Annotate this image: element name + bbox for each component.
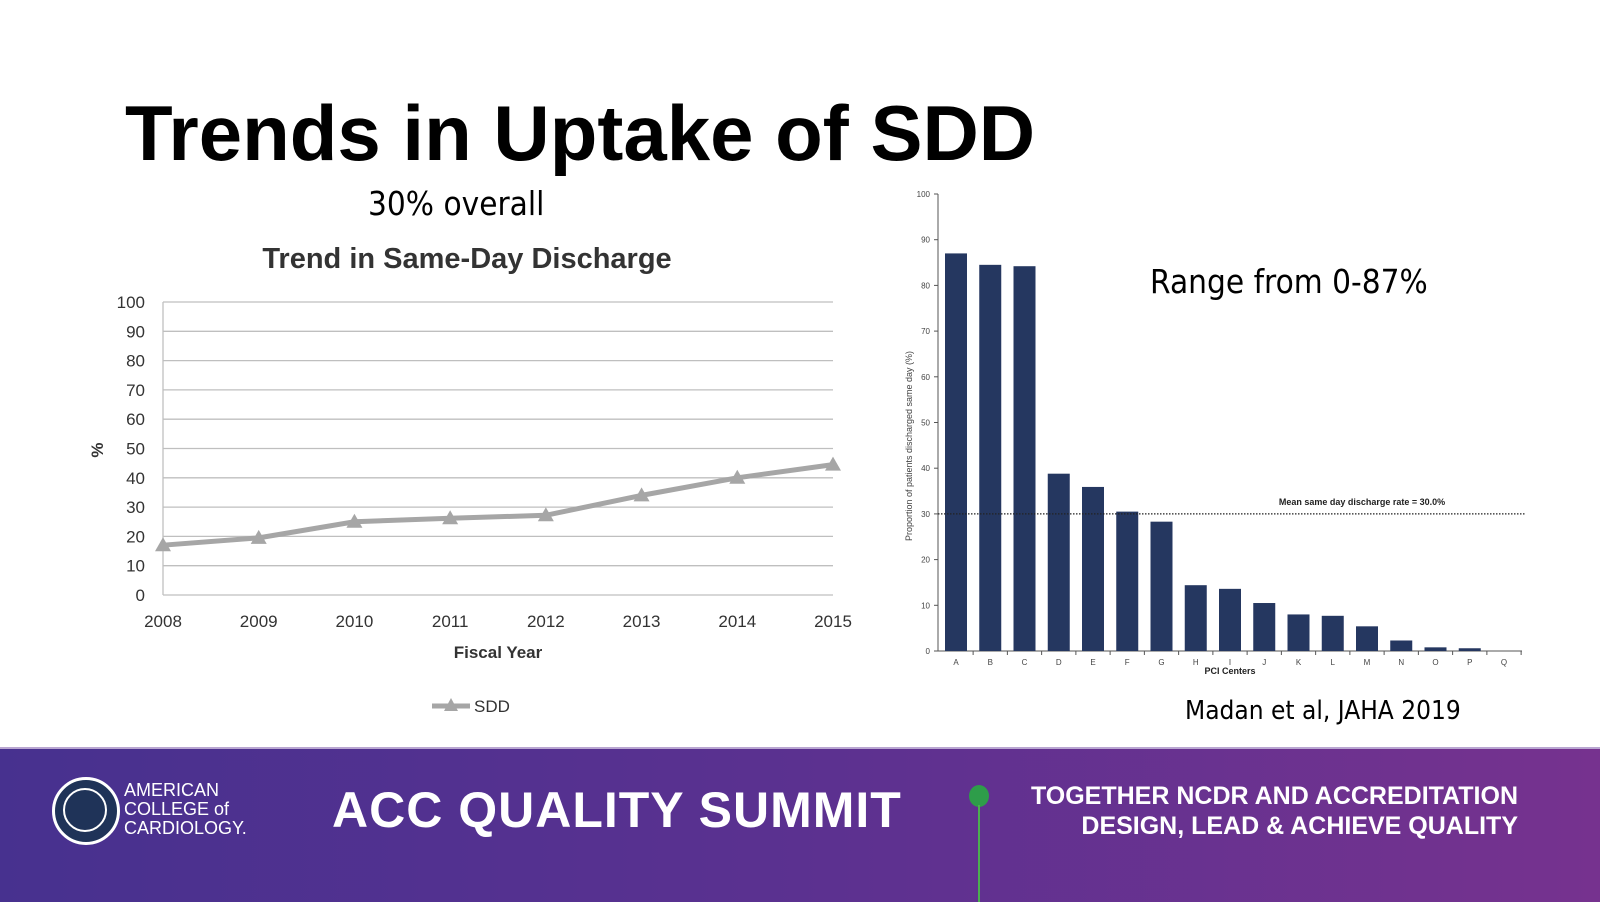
- y-tick-label: 100: [117, 293, 145, 312]
- bar-x-tick-label: F: [1125, 658, 1130, 667]
- sdd-line: [162, 462, 834, 548]
- y-tick-label: 70: [126, 381, 145, 400]
- bar-I: [1219, 588, 1241, 651]
- data-point-marker: [537, 507, 554, 522]
- bar-y-tick-label: 50: [921, 419, 930, 428]
- bar-y-tick-label: 40: [921, 464, 930, 473]
- bar-y-tick-label: 70: [921, 327, 930, 336]
- bar-K: [1287, 614, 1310, 651]
- bar-x-tick-label: E: [1090, 658, 1095, 667]
- x-tick-label: 2014: [718, 612, 756, 631]
- y-tick-label: 0: [136, 586, 145, 605]
- bar-x-tick-label: M: [1364, 658, 1371, 667]
- line-chart: Trend in Same-Day Discharge 0 10 20 30 40 50 6…: [88, 243, 852, 716]
- green-dot-icon: [969, 785, 989, 807]
- bar-x-tick-label: H: [1193, 658, 1199, 667]
- bar-y-axis-label: Proportion of patients discharged same d…: [904, 351, 914, 541]
- bar-y-tick-label: 80: [921, 281, 930, 290]
- y-tick-label: 50: [126, 440, 145, 459]
- bar-y-tick-label: 10: [921, 601, 930, 610]
- x-tick-label: 2010: [336, 612, 374, 631]
- legend-label: SDD: [474, 697, 510, 716]
- logo-line: AMERICAN: [124, 780, 220, 800]
- data-point-marker: [250, 529, 267, 544]
- event-name: ACC QUALITY SUMMIT: [332, 782, 902, 838]
- tagline-line-2: DESIGN, LEAD & ACHIEVE QUALITY: [1081, 812, 1518, 840]
- legend-marker-icon: [444, 698, 458, 711]
- x-tick-label: 2013: [623, 612, 661, 631]
- bar-x-axis-label: PCI Centers: [1204, 666, 1255, 676]
- bar-E: [1082, 486, 1104, 651]
- bar-O: [1424, 647, 1447, 651]
- bar-y-tick-label: 100: [917, 190, 931, 199]
- x-axis-label: Fiscal Year: [454, 643, 543, 662]
- data-point-marker: [346, 513, 363, 528]
- legend: SDD: [432, 697, 510, 716]
- y-tick-label: 60: [126, 410, 145, 429]
- logo-line: COLLEGE of: [124, 799, 230, 819]
- bar-F: [1116, 511, 1139, 651]
- bar-y-tick-label: 60: [921, 373, 930, 382]
- bar-x-tick-label: P: [1467, 658, 1472, 667]
- y-tick-label: 40: [126, 469, 145, 488]
- tagline-line-1: TOGETHER NCDR AND ACCREDITATION: [1030, 782, 1518, 810]
- bar-x-tick-label: D: [1056, 658, 1062, 667]
- bar-y-tick-label: 20: [921, 556, 930, 565]
- bar-B: [979, 264, 1002, 651]
- mean-line-label: Mean same day discharge rate = 30.0%: [1279, 497, 1445, 507]
- bar-x-tick-label: L: [1331, 658, 1336, 667]
- acc-logo-seal-icon: [52, 777, 120, 845]
- bar-G: [1150, 521, 1173, 651]
- bar-x-tick-label: J: [1262, 658, 1266, 667]
- x-tick-label: 2011: [432, 612, 469, 631]
- divider: [978, 805, 980, 902]
- bar-x-tick-label: I: [1229, 658, 1231, 667]
- bar-J: [1253, 603, 1276, 651]
- y-axis-label: %: [88, 442, 107, 457]
- bar-A: [945, 253, 967, 651]
- bar-y-tick-label: 30: [921, 510, 930, 519]
- acc-logo-text: AMERICAN COLLEGE of CARDIOLOGY.: [124, 781, 247, 838]
- y-tick-label: 80: [126, 352, 145, 371]
- footer-banner: AMERICAN COLLEGE of CARDIOLOGY. ACC QUAL…: [0, 747, 1600, 902]
- x-tick-label: 2015: [814, 612, 852, 631]
- bar-x-tick-label: O: [1432, 658, 1438, 667]
- bar-C: [1013, 266, 1036, 651]
- line-chart-title: Trend in Same-Day Discharge: [262, 243, 671, 275]
- bar-H: [1184, 585, 1207, 651]
- bar-y-tick-label: 0: [926, 647, 931, 656]
- bar-N: [1390, 640, 1413, 651]
- logo-line: CARDIOLOGY.: [124, 818, 247, 838]
- x-tick-label: 2012: [527, 612, 565, 631]
- bar-P: [1458, 648, 1481, 651]
- bar-D: [1047, 473, 1070, 651]
- overall-note: 30% overall: [368, 184, 545, 223]
- bar-x-tick-label: N: [1398, 658, 1404, 667]
- bar-x-tick-label: A: [953, 658, 959, 667]
- y-tick-label: 90: [126, 322, 145, 341]
- bar-x-tick-label: Q: [1501, 658, 1507, 667]
- data-point-marker: [729, 469, 746, 484]
- data-point-marker: [442, 510, 459, 525]
- y-tick-label: 20: [126, 527, 145, 546]
- bar-x-tick-label: G: [1158, 658, 1164, 667]
- bar-x-tick-label: C: [1022, 658, 1028, 667]
- y-tick-label: 10: [126, 557, 145, 576]
- tagline: TOGETHER NCDR AND ACCREDITATION DESIGN, …: [1031, 781, 1518, 841]
- bar-x-tick-label: K: [1296, 658, 1302, 667]
- slide-title: Trends in Uptake of SDD: [125, 89, 1036, 177]
- y-tick-label: 30: [126, 498, 145, 517]
- bar-y-tick-label: 90: [921, 236, 930, 245]
- x-tick-label: 2008: [144, 612, 182, 631]
- bar-x-tick-label: B: [988, 658, 993, 667]
- bar-M: [1356, 626, 1378, 651]
- range-note: Range from 0-87%: [1150, 262, 1428, 301]
- bar-L: [1321, 615, 1344, 651]
- citation: Madan et al, JAHA 2019: [1185, 696, 1461, 726]
- data-point-marker: [825, 456, 841, 471]
- data-point-marker: [633, 487, 650, 502]
- data-point-marker: [155, 537, 171, 552]
- x-tick-label: 2009: [240, 612, 278, 631]
